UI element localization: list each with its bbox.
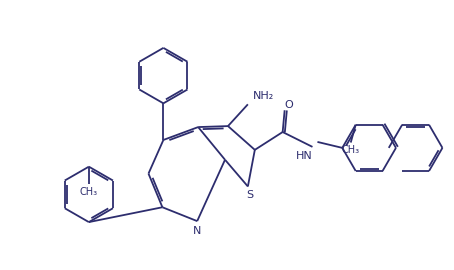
Text: N: N (193, 226, 202, 236)
Text: S: S (247, 190, 253, 200)
Text: CH₃: CH₃ (342, 146, 360, 156)
Text: CH₃: CH₃ (80, 187, 98, 197)
Text: O: O (284, 100, 293, 110)
Text: HN: HN (296, 151, 313, 161)
Text: NH₂: NH₂ (253, 92, 274, 102)
